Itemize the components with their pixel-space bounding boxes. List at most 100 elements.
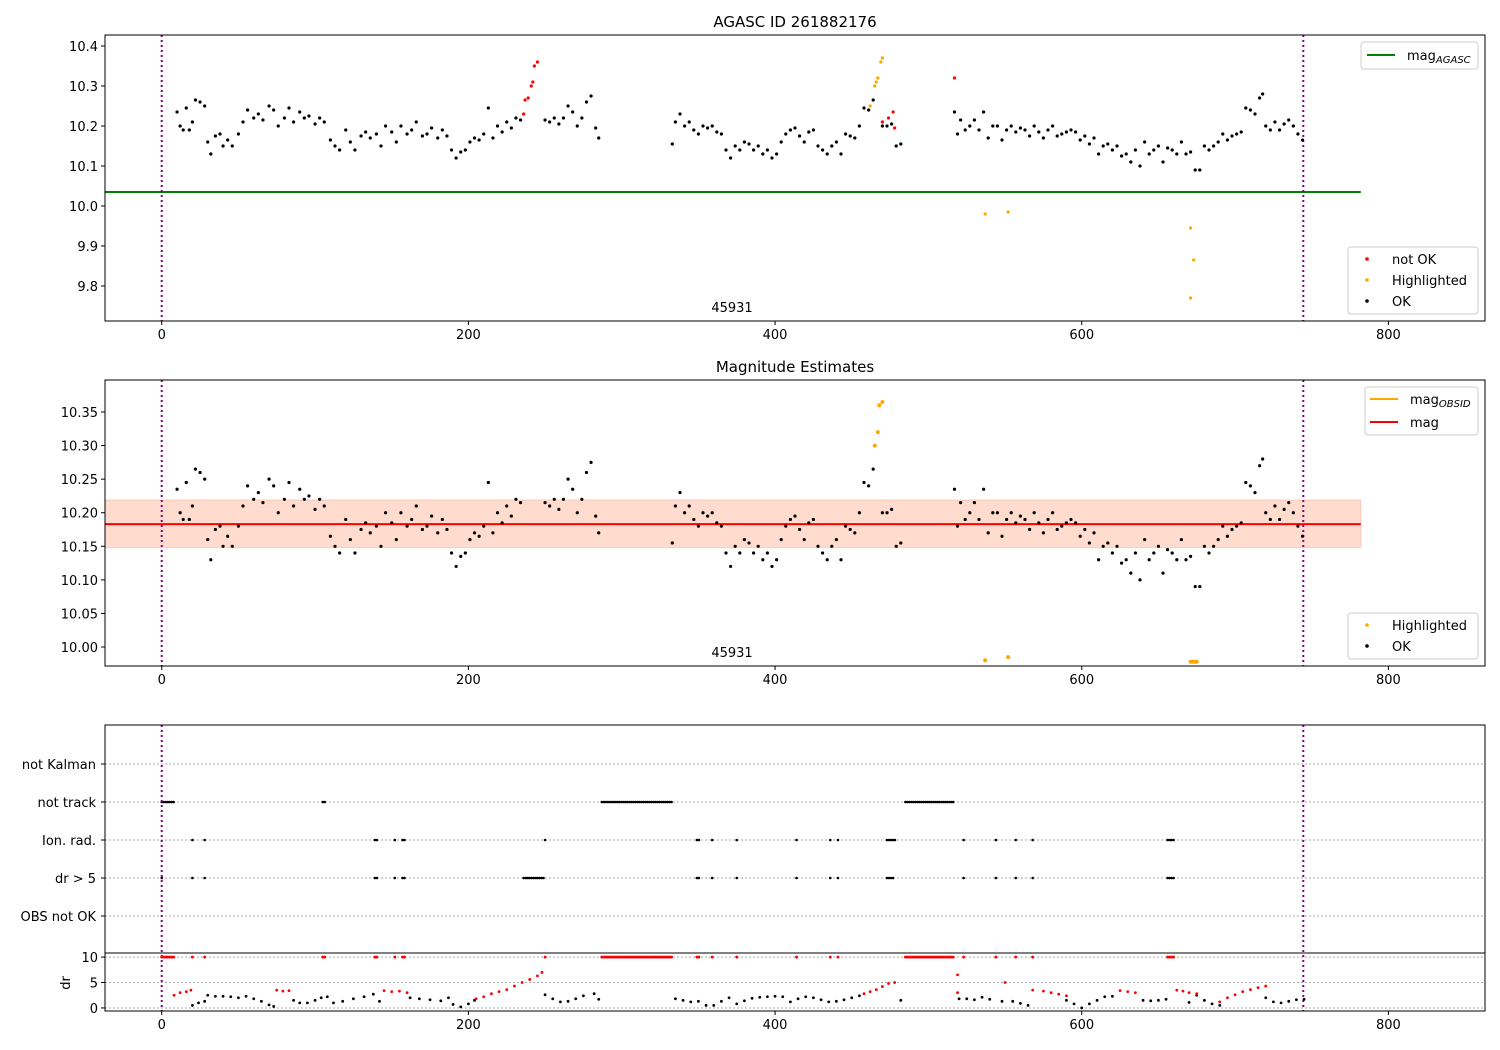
ok-point: [788, 128, 793, 132]
flag-point: [191, 876, 194, 880]
flag-point: [949, 800, 953, 804]
ok-point: [374, 132, 378, 136]
ok-point: [1277, 517, 1282, 522]
flag-point: [922, 800, 925, 804]
dr-clipped-point: [401, 955, 404, 959]
dr-clipped-point: [543, 955, 547, 959]
ok-point: [364, 130, 368, 134]
ok-point: [1216, 140, 1220, 144]
ok-point: [1000, 138, 1004, 142]
ok-point: [1166, 548, 1170, 552]
dr-clipped-point: [904, 955, 907, 959]
ok-point: [1166, 146, 1170, 150]
ok-point: [1261, 457, 1265, 461]
ok-point: [1083, 527, 1087, 532]
flag-point: [610, 800, 614, 804]
dr-ok-point: [267, 1003, 271, 1007]
ok-point: [505, 504, 509, 508]
dr-clipped-point: [1168, 955, 1171, 959]
ok-point: [1179, 537, 1183, 542]
dr-ok-point: [214, 994, 217, 998]
not-ok-point: [880, 120, 885, 124]
dr-clipped-point: [373, 955, 377, 959]
y-tick-label: 10.30: [61, 440, 98, 455]
dr-ok-point: [773, 994, 777, 998]
ok-point: [1060, 524, 1064, 528]
flag-point: [538, 876, 541, 880]
dr-ok-point: [743, 999, 746, 1003]
ok-point: [477, 534, 481, 538]
ok-point: [715, 521, 719, 525]
ok-point: [821, 551, 825, 555]
dr-ok-point: [720, 999, 723, 1003]
ok-point: [1291, 124, 1295, 128]
ok-point: [1037, 521, 1041, 525]
dr-clipped-point: [622, 955, 626, 959]
flag-point: [1168, 876, 1171, 880]
dr-ok-point: [272, 1005, 276, 1008]
ok-point: [1273, 504, 1277, 508]
dr-ok-point: [681, 998, 685, 1002]
ok-point: [318, 497, 322, 501]
ok-point: [1291, 511, 1295, 515]
dr-ok-point: [1026, 1004, 1030, 1007]
ok-point: [394, 140, 398, 144]
legend-sub: OBSID: [1439, 399, 1471, 410]
ok-point: [1248, 484, 1252, 488]
flag-point: [375, 876, 379, 880]
highlighted-point: [877, 403, 882, 408]
dr-not-ok-point: [474, 997, 478, 1001]
flag-point: [630, 800, 633, 804]
x-tick-label: 800: [1376, 673, 1401, 688]
flag-point: [540, 876, 543, 880]
dr-clipped-point: [913, 955, 917, 959]
dr-clipped-point: [164, 955, 168, 959]
ok-point: [972, 501, 977, 505]
ok-point: [1287, 118, 1291, 122]
ok-point: [1287, 501, 1291, 505]
dr-clipped-point: [654, 955, 658, 959]
dr-clipped-point: [170, 955, 174, 959]
flag-point: [393, 838, 397, 842]
ok-point: [995, 124, 1000, 128]
ok-point: [292, 504, 296, 508]
ok-point: [1000, 534, 1004, 538]
not-ok-point: [891, 110, 895, 114]
legend-mag-obsid: mag: [1410, 393, 1439, 408]
ok-point: [1046, 128, 1050, 132]
ok-point: [477, 138, 481, 142]
y-tick-label: 10.2: [69, 120, 98, 135]
ok-point: [991, 124, 995, 128]
flag-point: [914, 800, 917, 804]
ok-point: [867, 484, 871, 488]
flag-point: [401, 876, 404, 880]
flag-point: [401, 838, 404, 842]
dr-clipped-point: [945, 955, 949, 959]
flag-point: [951, 800, 955, 804]
ok-point: [449, 148, 454, 152]
ok-point: [1156, 144, 1160, 148]
ok-point: [706, 514, 710, 518]
flag-point: [323, 800, 327, 804]
ok-point: [1268, 517, 1272, 522]
ok-point: [548, 120, 552, 124]
ok-point: [1060, 132, 1064, 136]
dr-ok-point: [1072, 1002, 1076, 1006]
ok-point: [1097, 558, 1101, 562]
ok-point: [307, 114, 311, 118]
flag-point: [606, 800, 610, 804]
dr-not-ok-point: [1233, 993, 1237, 997]
ok-point: [597, 136, 601, 140]
flag-point: [373, 876, 377, 880]
dr-clipped-point: [670, 955, 673, 959]
ok-point: [955, 132, 960, 136]
dr-not-ok-point: [862, 992, 866, 996]
ok-point: [1115, 544, 1119, 548]
ok-point: [468, 140, 472, 144]
ok-point: [793, 514, 797, 518]
dr-ok-point: [551, 997, 555, 1001]
ok-point: [830, 544, 834, 548]
dr-ok-point: [371, 992, 375, 996]
x-tick-label: 600: [1069, 673, 1094, 688]
dr-ok-point: [1302, 997, 1306, 1001]
